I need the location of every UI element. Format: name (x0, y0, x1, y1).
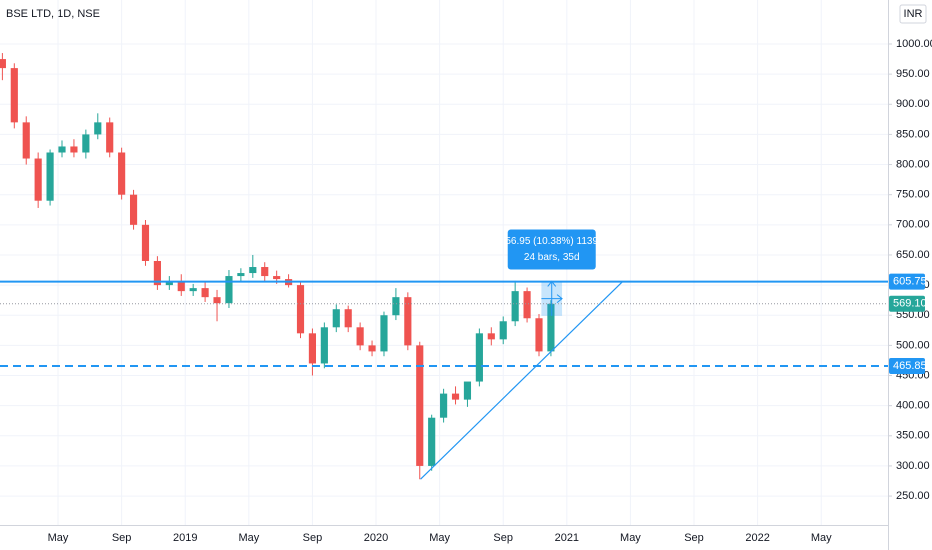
candle-body (129, 194, 138, 225)
x-tick-label: May (620, 532, 641, 544)
x-tick-label: May (238, 532, 259, 544)
x-tick-label: 2020 (364, 532, 388, 544)
measure-arrow-head (556, 294, 563, 304)
y-tick-label: 900.00 (896, 98, 930, 110)
candle-body (368, 345, 376, 352)
y-tick-label: 350.00 (896, 430, 930, 442)
chart-title: BSE LTD, 1D, NSE (6, 8, 100, 20)
candle-body (356, 327, 364, 346)
currency[interactable]: INR (904, 8, 923, 20)
level-price-label: 605.75 (893, 276, 927, 288)
candle-body (273, 276, 281, 280)
measure-label: 56.95 (10.38%) 1139 (505, 236, 598, 247)
candle-body (308, 333, 317, 364)
candle-body (487, 333, 495, 340)
candle-body (82, 134, 90, 153)
candle-body (404, 297, 412, 346)
candle-body (428, 417, 436, 466)
candle-body (201, 288, 209, 298)
candle-body (10, 68, 18, 123)
y-tick-label: 550.00 (896, 309, 930, 321)
candle-body (177, 282, 185, 292)
x-tick-label: Sep (112, 532, 132, 544)
candle-body (237, 273, 245, 277)
candle-body (189, 288, 197, 292)
x-tick-label: 2021 (555, 532, 579, 544)
level-price-box (889, 273, 925, 290)
y-tick-label: 650.00 (896, 249, 930, 261)
measure-label-box (507, 229, 596, 270)
candle-body (225, 276, 233, 304)
y-tick-label: 1000.00 (896, 38, 932, 50)
y-tick-label: 500.00 (896, 339, 930, 351)
level-price-box (889, 295, 925, 312)
candle-body (58, 146, 66, 153)
candle-body (440, 393, 448, 418)
candle-body (153, 260, 161, 286)
trend-line (420, 281, 623, 480)
candle-body (332, 309, 340, 328)
candle-body (34, 158, 42, 201)
y-tick-label: 700.00 (896, 219, 930, 231)
candle-body (70, 146, 78, 153)
candle-body (475, 333, 483, 382)
candle-body (213, 297, 221, 304)
candle-body (94, 122, 102, 135)
candle-body (141, 224, 150, 261)
x-tick-label: Sep (303, 532, 323, 544)
candle-body (46, 152, 54, 201)
level-price-label: 465.85 (893, 360, 927, 372)
y-tick-label: 850.00 (896, 128, 930, 140)
candle-body (535, 318, 543, 352)
y-tick-label: 250.00 (896, 490, 930, 502)
candle-body (392, 297, 400, 316)
x-tick-label: May (48, 532, 69, 544)
candle-body (261, 267, 269, 277)
x-tick-label: 2019 (173, 532, 197, 544)
candle-body (249, 267, 257, 274)
candle-body (511, 291, 519, 322)
x-tick-label: Sep (684, 532, 704, 544)
candle-body (451, 393, 460, 400)
candle-body (463, 381, 472, 400)
candle-body (165, 282, 173, 286)
level-price-label: 569.10 (893, 298, 927, 310)
x-tick-label: 2022 (745, 532, 769, 544)
currency-box[interactable] (899, 4, 927, 24)
y-tick-label: 400.00 (896, 400, 930, 412)
measure-label: 24 bars, 35d (524, 252, 580, 263)
candle-body (416, 345, 424, 466)
level-price-box (889, 357, 925, 374)
y-tick-label: 750.00 (896, 189, 930, 201)
x-tick-label: May (429, 532, 450, 544)
candle-body (106, 122, 114, 153)
candle-body (296, 285, 305, 334)
candle-body (547, 303, 555, 352)
candle-body (118, 152, 126, 195)
x-tick-label: May (811, 532, 832, 544)
candle-body (523, 291, 531, 319)
y-tick-label: 300.00 (896, 460, 930, 472)
candle-body (320, 327, 328, 364)
candle-body (22, 122, 30, 159)
candle-body (380, 315, 388, 352)
candle-body (344, 309, 352, 328)
candle-body (0, 59, 6, 69)
candle-body (499, 321, 507, 340)
x-tick-label: Sep (493, 532, 513, 544)
y-tick-label: 950.00 (896, 68, 930, 80)
y-tick-label: 800.00 (896, 158, 930, 170)
